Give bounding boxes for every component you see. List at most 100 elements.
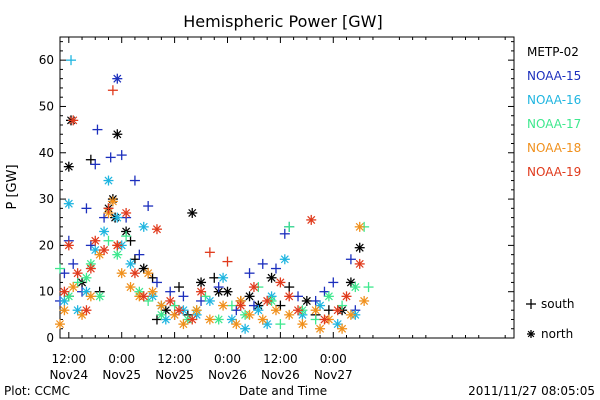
data-point <box>248 282 259 293</box>
data-point <box>165 295 176 306</box>
legend-marker-south <box>526 299 536 309</box>
data-point <box>143 268 154 279</box>
data-point <box>293 291 304 302</box>
legend-entry: NOAA-15 <box>527 69 581 83</box>
chart-title: Hemispheric Power [GW] <box>183 12 382 31</box>
data-point <box>129 254 140 265</box>
legend-marker-label: south <box>541 297 575 311</box>
data-point <box>107 196 118 207</box>
data-point <box>270 263 281 274</box>
legend-entry: NOAA-18 <box>527 141 581 155</box>
data-point <box>244 268 255 279</box>
data-point <box>68 115 79 126</box>
x-tick-time-label: 12:00 <box>157 352 192 366</box>
data-point <box>196 295 207 306</box>
data-point <box>103 175 114 186</box>
y-axis-label: P [GW] <box>5 164 20 209</box>
data-point <box>196 286 207 297</box>
data-point <box>103 235 114 246</box>
data-point <box>125 282 136 293</box>
data-point <box>81 203 92 214</box>
data-point <box>204 247 215 258</box>
data-point <box>218 300 229 311</box>
data-point <box>359 295 370 306</box>
data-point <box>187 314 198 325</box>
data-point <box>103 203 114 214</box>
x-tick-date-label: Nov25 <box>155 368 194 382</box>
x-tick-time-label: 12:00 <box>52 352 87 366</box>
data-point <box>231 319 242 330</box>
data-point <box>279 228 290 239</box>
data-point <box>310 305 321 316</box>
data-point <box>315 323 326 334</box>
legend-entry: NOAA-19 <box>527 165 581 179</box>
data-point <box>72 268 83 279</box>
data-point <box>178 319 189 330</box>
data-point <box>72 305 83 316</box>
data-point <box>310 295 321 306</box>
data-point <box>85 291 96 302</box>
data-point <box>341 291 352 302</box>
data-point <box>222 286 233 297</box>
data-point <box>85 240 96 251</box>
data-point <box>138 221 149 232</box>
data-point <box>345 309 356 320</box>
data-point <box>143 201 154 212</box>
data-point <box>213 314 224 325</box>
data-point <box>99 212 110 223</box>
x-tick-date-label: Nov24 <box>49 368 88 382</box>
footer-timestamp: 2011/11/27 08:05:05 <box>468 384 595 398</box>
data-point <box>284 309 295 320</box>
x-tick-time-label: 0:00 <box>214 352 241 366</box>
data-point <box>77 309 88 320</box>
data-point <box>323 305 334 316</box>
legend-entry: NOAA-17 <box>527 117 581 131</box>
series-noaa-18 <box>55 196 370 334</box>
data-point <box>200 291 211 302</box>
data-point <box>143 295 154 306</box>
data-point <box>354 242 365 253</box>
data-point <box>66 55 77 66</box>
y-tick-label: 60 <box>39 53 54 67</box>
data-point <box>129 175 140 186</box>
data-point <box>105 152 116 163</box>
data-point <box>279 254 290 265</box>
data-point <box>81 272 92 283</box>
data-point <box>151 314 162 325</box>
data-point <box>332 305 343 316</box>
data-point <box>275 277 286 288</box>
y-tick-label: 10 <box>39 285 54 299</box>
data-point <box>244 291 255 302</box>
y-tick-label: 20 <box>39 238 54 252</box>
data-point <box>90 235 101 246</box>
data-point <box>297 319 308 330</box>
data-point <box>244 309 255 320</box>
data-point <box>72 277 83 288</box>
y-tick-label: 30 <box>39 192 54 206</box>
data-point <box>68 258 79 269</box>
data-point <box>99 245 110 256</box>
data-point <box>112 249 123 260</box>
data-point <box>99 226 110 237</box>
data-point <box>169 300 180 311</box>
data-point <box>81 305 92 316</box>
data-point <box>196 277 207 288</box>
data-point <box>270 305 281 316</box>
data-point <box>59 286 70 297</box>
plot-area <box>59 36 515 339</box>
series-noaa-19 <box>59 85 365 325</box>
data-point <box>345 277 356 288</box>
data-point <box>55 263 65 274</box>
data-point <box>284 221 295 232</box>
series-metp-02 <box>63 115 365 325</box>
series-noaa-16 <box>59 55 361 334</box>
data-point <box>284 291 295 302</box>
data-point <box>90 159 101 170</box>
data-point <box>112 240 123 251</box>
data-point <box>134 249 145 260</box>
data-point <box>363 282 374 293</box>
data-point <box>310 314 321 325</box>
legend-entry: METP-02 <box>527 45 579 59</box>
data-point <box>328 277 339 288</box>
